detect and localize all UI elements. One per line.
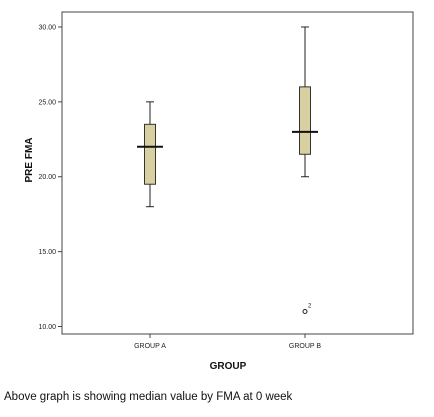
x-axis-title: GROUP: [210, 361, 247, 372]
box-1: [137, 101, 163, 208]
y-axis-title: PRE FMA: [24, 138, 35, 183]
x-axis: GROUP A GROUP B: [134, 334, 321, 350]
y-tick-label: 20.00: [38, 174, 56, 181]
figure-caption: Above graph is showing median value by F…: [4, 391, 293, 403]
iqr-box: [299, 86, 311, 155]
y-axis: 10.00 15.00 20.00 25.00 30.00: [38, 24, 62, 331]
y-tick-label: 30.00: [38, 24, 56, 31]
boxes: 2: [137, 26, 318, 315]
outlier-point: [302, 309, 308, 315]
x-tick-label: GROUP A: [134, 343, 166, 350]
box-2: 2: [292, 26, 318, 315]
plot-frame: [61, 11, 414, 335]
y-tick-label: 10.00: [38, 324, 56, 331]
x-tick-label: GROUP B: [289, 343, 321, 350]
y-tick-label: 15.00: [38, 249, 56, 256]
box-plot: 10.00 15.00 20.00 25.00 30.00 GROUP A GROUP B…: [24, 11, 414, 372]
outlier-label: 2: [308, 304, 312, 310]
iqr-box: [144, 123, 156, 185]
y-tick-label: 25.00: [38, 99, 56, 106]
